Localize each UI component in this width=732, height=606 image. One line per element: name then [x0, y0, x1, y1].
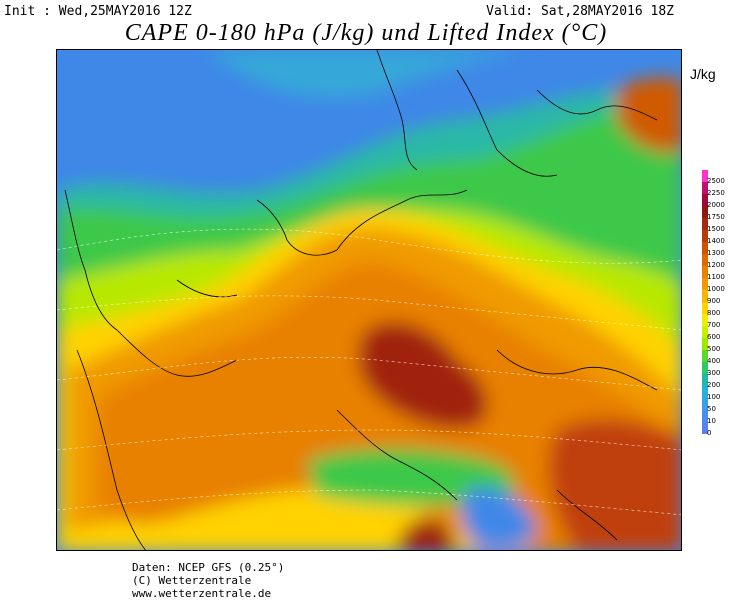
- colorbar: [702, 170, 708, 434]
- colorbar-swatch: [702, 302, 708, 315]
- colorbar-swatch: [702, 398, 708, 411]
- colorbar-swatch: [702, 290, 708, 303]
- colorbar-level-label: 300: [707, 369, 721, 377]
- colorbar-swatch: [702, 410, 708, 423]
- colorbar-swatch: [702, 314, 708, 327]
- colorbar-swatch: [702, 362, 708, 375]
- map-title: CAPE 0-180 hPa (J/kg) und Lifted Index (…: [124, 20, 608, 46]
- colorbar-swatch: [702, 374, 708, 387]
- colorbar-swatch: [702, 194, 708, 207]
- data-source: Daten: NCEP GFS (0.25°): [132, 561, 285, 574]
- colorbar-level-label: 100: [707, 393, 721, 401]
- colorbar-level-label: 200: [707, 381, 721, 389]
- colorbar-swatch: [702, 170, 708, 183]
- colorbar-level-label: 800: [707, 309, 721, 317]
- colorbar-level-label: 900: [707, 297, 721, 305]
- colorbar-level-label: 1200: [707, 261, 725, 269]
- copyright: (C) Wetterzentrale: [132, 574, 252, 587]
- unit-label: J/kg: [690, 66, 716, 82]
- colorbar-swatch: [702, 266, 708, 279]
- colorbar-level-label: 2000: [707, 201, 725, 209]
- credits: Daten: NCEP GFS (0.25°) (C) Wetterzentra…: [132, 561, 284, 600]
- cape-map: [56, 49, 682, 551]
- colorbar-level-label: 1000: [707, 285, 725, 293]
- colorbar-level-label: 600: [707, 333, 721, 341]
- colorbar-level-label: 1100: [707, 273, 725, 281]
- cape-field: [57, 50, 681, 550]
- colorbar-swatch: [702, 182, 708, 195]
- colorbar-level-label: 2250: [707, 189, 725, 197]
- colorbar-level-label: 1300: [707, 249, 725, 257]
- colorbar-level-label: 50: [707, 405, 716, 413]
- valid-time: Valid: Sat,28MAY2016 18Z: [486, 4, 674, 19]
- colorbar-level-label: 0: [707, 429, 712, 437]
- colorbar-swatch: [702, 254, 708, 267]
- colorbar-level-label: 2500: [707, 177, 725, 185]
- colorbar-level-label: 500: [707, 345, 721, 353]
- coastlines: [64, 50, 658, 550]
- colorbar-level-label: 1500: [707, 225, 725, 233]
- website: www.wetterzentrale.de: [132, 587, 272, 600]
- colorbar-swatch: [702, 350, 708, 363]
- colorbar-level-label: 400: [707, 357, 721, 365]
- colorbar-swatch: [702, 230, 708, 243]
- colorbar-level-label: 1750: [707, 213, 725, 221]
- colorbar-swatch: [702, 422, 708, 434]
- lifted-index-contours: [57, 228, 681, 516]
- colorbar-swatch: [702, 338, 708, 351]
- colorbar-level-label: 1400: [707, 237, 725, 245]
- init-time: Init : Wed,25MAY2016 12Z: [4, 4, 192, 19]
- colorbar-swatch: [702, 206, 708, 219]
- colorbar-swatch: [702, 242, 708, 255]
- colorbar-swatch: [702, 326, 708, 339]
- colorbar-level-label: 700: [707, 321, 721, 329]
- colorbar-level-label: 10: [707, 417, 716, 425]
- colorbar-swatch: [702, 386, 708, 399]
- colorbar-swatch: [702, 218, 708, 231]
- colorbar-swatch: [702, 278, 708, 291]
